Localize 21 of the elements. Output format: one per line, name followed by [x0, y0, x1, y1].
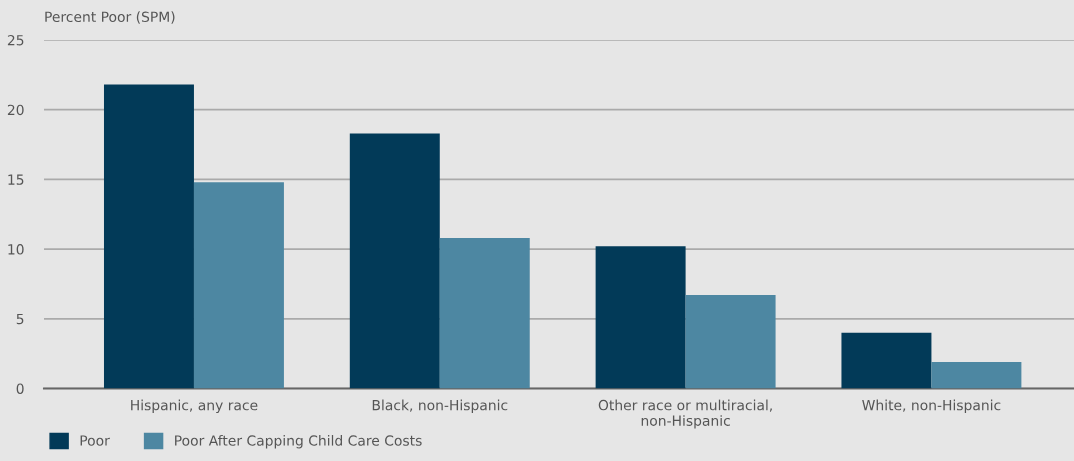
- x-tick-label: Other race or multiracial, non-Hispanic: [598, 399, 772, 429]
- x-tick-label: White, non-Hispanic: [862, 399, 1001, 414]
- y-tick-label: 10: [8, 244, 24, 255]
- bar: [349, 133, 440, 389]
- bar: [595, 246, 686, 389]
- legend-label: Poor After Capping Child Care Costs: [175, 435, 422, 449]
- y-axis-title: Percent Poor (SPM): [45, 11, 175, 24]
- y-tick-label: 15: [8, 174, 24, 185]
- bar: [931, 362, 1022, 389]
- x-tick-label: Black, non-Hispanic: [372, 399, 508, 414]
- bar: [685, 295, 776, 389]
- y-tick-label: 25: [7, 34, 24, 46]
- bar: [841, 332, 932, 389]
- x-tick-label: Hispanic, any race: [131, 399, 258, 414]
- bar: [193, 182, 284, 389]
- bar: [103, 84, 194, 389]
- bar: [439, 237, 530, 389]
- y-tick-label: 20: [7, 104, 24, 116]
- y-tick-label: 0: [16, 383, 24, 394]
- legend-label: Poor: [80, 435, 110, 446]
- y-tick-label: 5: [16, 313, 24, 325]
